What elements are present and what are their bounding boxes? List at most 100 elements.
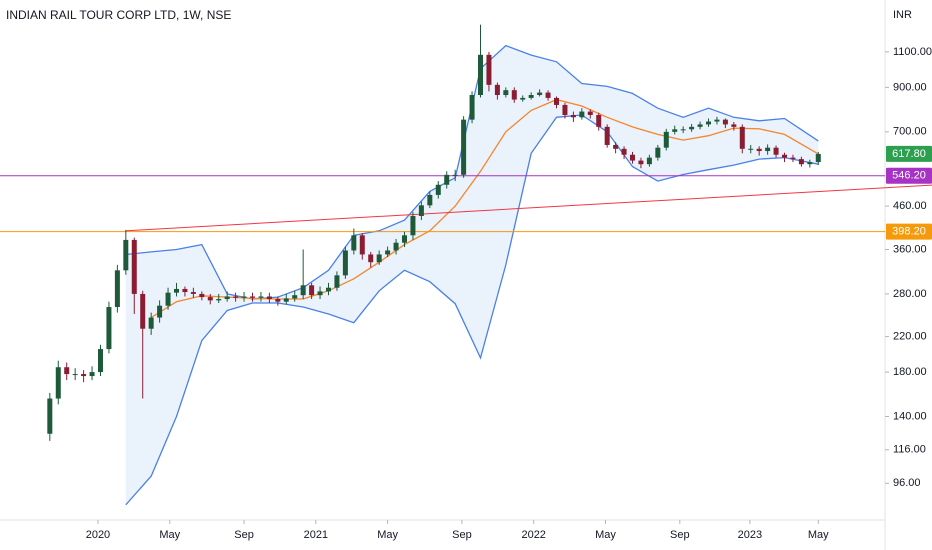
candle-body	[672, 129, 678, 132]
candle	[190, 287, 196, 298]
candle-body	[807, 162, 813, 165]
candle	[782, 152, 788, 163]
candle-body	[579, 111, 585, 118]
candle	[807, 159, 813, 168]
candle-body	[300, 285, 306, 296]
candle	[503, 87, 509, 98]
candle-body	[55, 367, 61, 399]
candle	[756, 146, 762, 156]
candle	[596, 112, 602, 131]
candle-body	[554, 97, 560, 105]
candle-body	[309, 285, 315, 296]
y-tick-label: 280.00	[893, 288, 927, 300]
candle-body	[486, 54, 492, 85]
candle	[689, 123, 695, 132]
candle	[368, 251, 374, 268]
candle	[621, 146, 627, 160]
candle-body	[283, 298, 289, 302]
y-tick-label: 900.00	[893, 81, 927, 93]
candle-body	[72, 374, 78, 376]
candle	[587, 109, 593, 119]
candle	[511, 87, 517, 103]
candle-body	[613, 144, 619, 149]
candle	[478, 24, 484, 98]
candle-body	[47, 398, 53, 434]
x-tick-label: 2020	[86, 529, 110, 541]
band-upper	[125, 44, 819, 300]
x-tick-label: May	[595, 529, 616, 541]
candle-body	[325, 287, 331, 292]
candle-body	[114, 270, 120, 308]
x-tick-label: 2022	[521, 529, 545, 541]
candle	[199, 291, 205, 301]
candle	[672, 125, 678, 135]
price-tag-label: 617.80	[892, 148, 926, 160]
price-tag	[886, 145, 932, 162]
candle-body	[393, 242, 399, 251]
price-tag-label: 398.20	[892, 226, 926, 238]
candle-body	[224, 296, 230, 300]
candle	[554, 96, 560, 109]
candle-body	[461, 119, 467, 175]
candle	[680, 126, 686, 134]
candle-body	[435, 184, 441, 195]
chart-title: INDIAN RAIL TOUR CORP LTD, 1W, NSE	[6, 8, 231, 22]
candle-body	[798, 159, 804, 165]
candle	[165, 287, 171, 310]
candle	[537, 89, 543, 97]
trendline	[125, 184, 932, 232]
price-tag-label: 546.20	[892, 170, 926, 182]
candle	[452, 169, 458, 182]
y-tick-label: 460.00	[893, 200, 927, 212]
candle	[646, 154, 652, 167]
candle-body	[317, 291, 323, 296]
y-tick-label: 700.00	[893, 126, 927, 138]
candle-body	[621, 148, 627, 155]
y-tick-label: 1100.00	[893, 46, 932, 58]
candle-body	[790, 157, 796, 160]
candle-body	[241, 296, 247, 298]
x-tick-label: 2021	[304, 529, 328, 541]
candle	[292, 290, 298, 302]
x-tick-label: May	[377, 529, 398, 541]
candle-body	[773, 147, 779, 155]
candle-body	[131, 239, 137, 294]
candle	[748, 144, 754, 154]
candle	[613, 142, 619, 154]
candle-body	[81, 374, 87, 377]
candle	[663, 128, 669, 151]
candle	[182, 286, 188, 297]
candle-body	[376, 254, 382, 263]
price-tag	[886, 223, 932, 240]
candle	[739, 124, 745, 154]
candle-body	[537, 92, 543, 96]
candle	[275, 296, 281, 306]
candle	[494, 82, 500, 100]
candle	[545, 90, 551, 101]
candle	[528, 92, 534, 100]
candle-body	[646, 157, 652, 165]
y-tick-label: 140.00	[893, 410, 927, 422]
candle	[300, 249, 306, 300]
candle-body	[714, 119, 720, 122]
candle-body	[401, 235, 407, 243]
candle	[81, 370, 87, 383]
candle	[385, 246, 391, 257]
candle	[266, 292, 272, 303]
y-tick-label: 360.00	[893, 243, 927, 255]
x-tick-label: May	[808, 529, 829, 541]
x-tick-label: Sep	[234, 529, 254, 541]
candle-body	[334, 275, 340, 288]
candle-body	[123, 239, 129, 271]
candle-body	[89, 372, 95, 377]
candle-body	[342, 250, 348, 276]
candle	[89, 366, 95, 381]
candle-body	[739, 126, 745, 149]
band-lower	[125, 114, 819, 506]
candle-body	[275, 299, 281, 302]
candle	[790, 154, 796, 163]
candle	[401, 231, 407, 248]
candle	[570, 111, 576, 123]
candle-body	[604, 126, 610, 145]
candle	[258, 292, 264, 302]
